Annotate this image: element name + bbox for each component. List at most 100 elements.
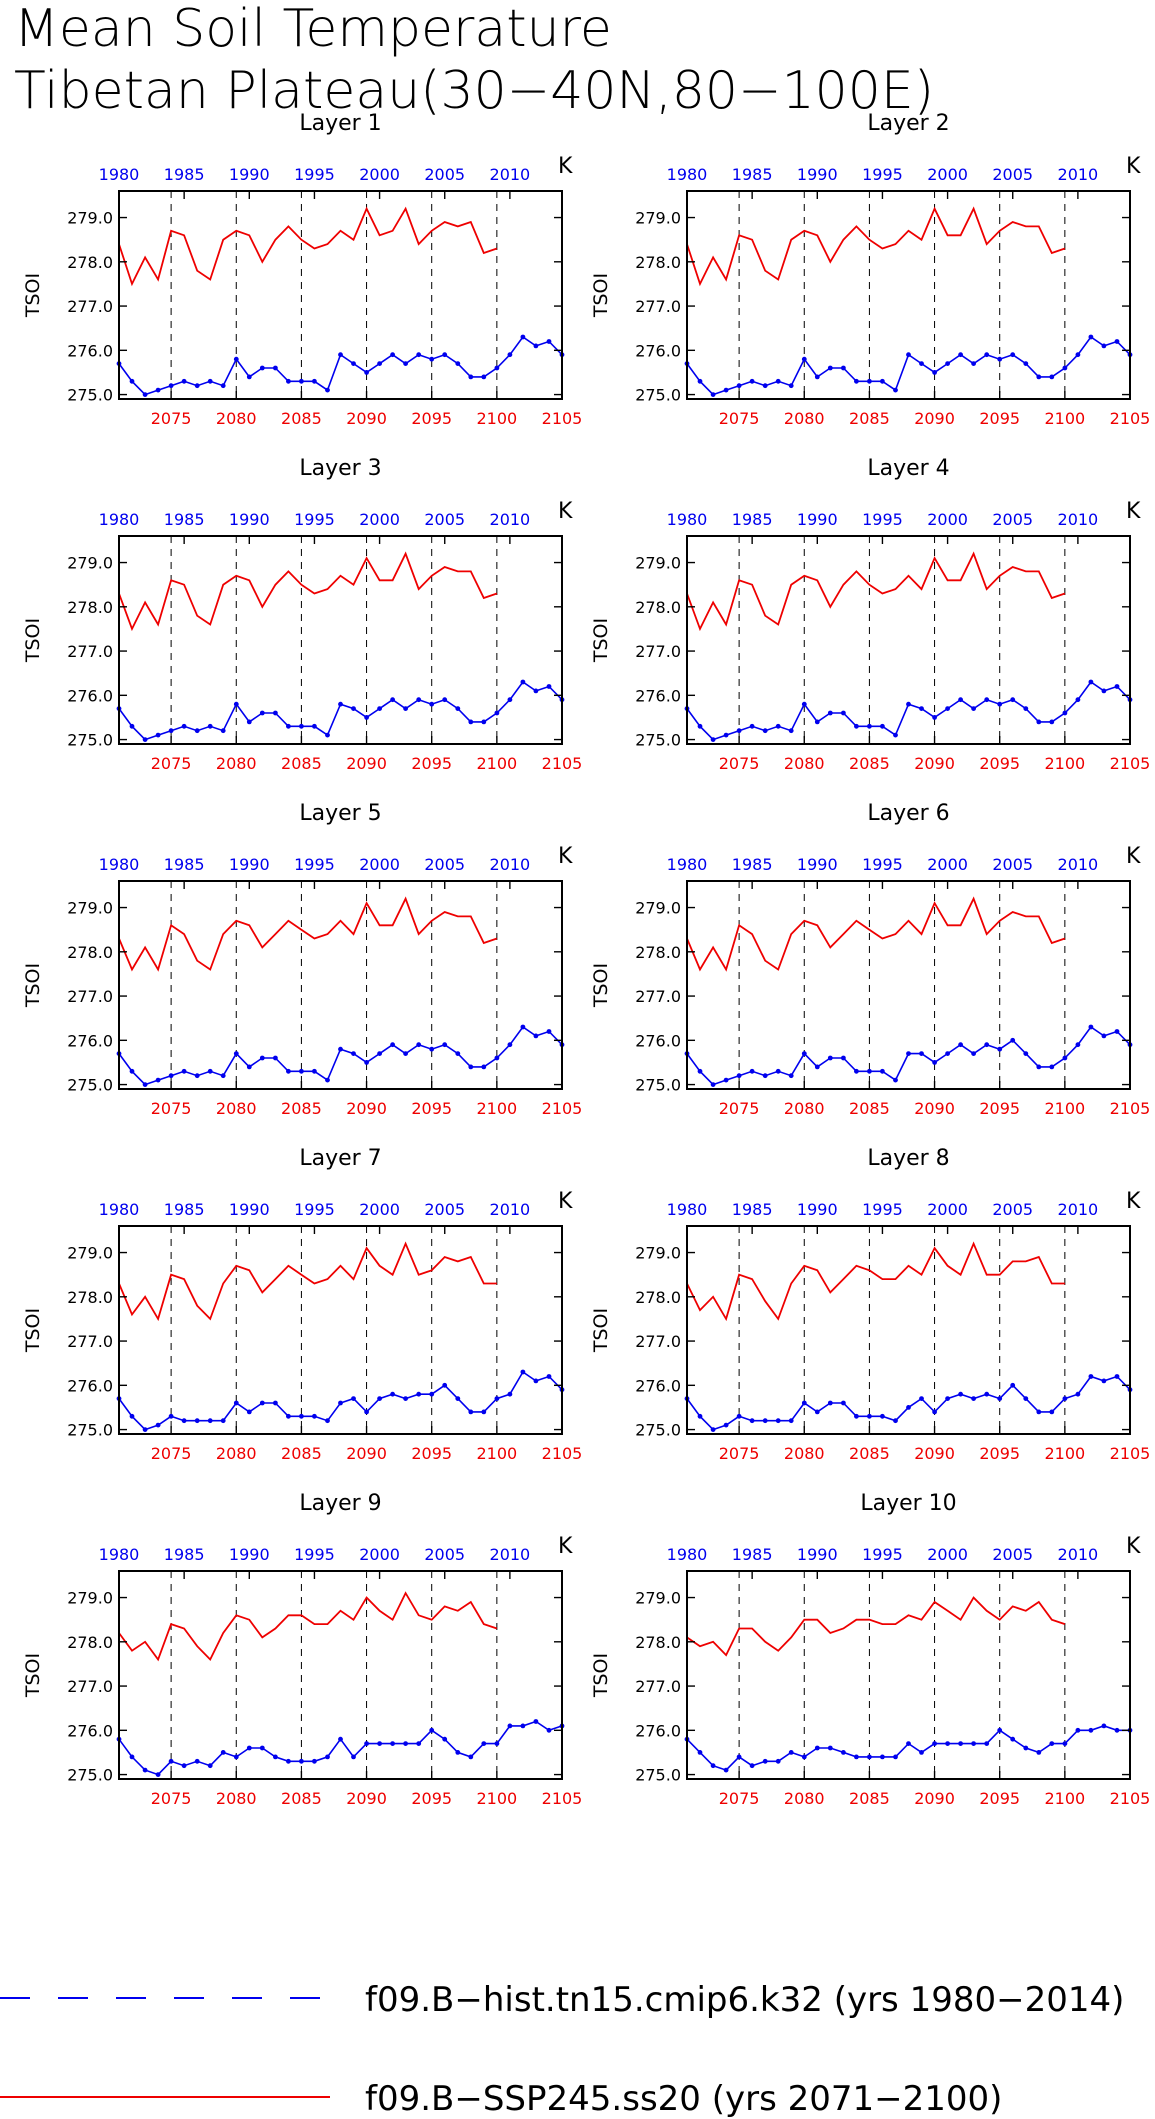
panel-3: Layer 3 K TSOI 275.0 276.0 277.0 278.0 279.0 207… <box>22 456 582 773</box>
hist-point <box>736 383 742 389</box>
hist-point <box>775 1758 781 1764</box>
hist-point <box>377 361 382 366</box>
series-hist-line <box>686 335 1131 396</box>
y-axis-label: TSOI <box>22 618 44 663</box>
panel-title: Layer 7 <box>299 1146 381 1171</box>
x-tick-label-bottom: 2085 <box>281 1099 322 1118</box>
hist-point <box>723 387 729 393</box>
panel-7: Layer 7 K TSOI 275.0 276.0 277.0 278.0 279.0 207… <box>22 1146 582 1463</box>
x-tick-label-top: 2010 <box>490 165 531 184</box>
x-tick-label-bottom: 2085 <box>281 1444 322 1463</box>
units-label: K <box>1126 154 1141 179</box>
hist-point <box>997 1396 1003 1401</box>
y-tick-label: 278.0 <box>67 1288 113 1307</box>
hist-point <box>814 374 820 380</box>
hist-point <box>364 1409 369 1415</box>
hist-point <box>155 1422 161 1428</box>
hist-point <box>442 352 448 358</box>
y-tick-label: 278.0 <box>67 598 113 617</box>
y-axis-label: TSOI <box>590 618 612 663</box>
x-tick-label-top: 2010 <box>490 1200 531 1219</box>
panel-title: Layer 3 <box>299 456 381 481</box>
hist-point <box>181 1763 187 1769</box>
y-tick-label: 275.0 <box>635 1421 681 1440</box>
hist-point <box>971 1051 976 1056</box>
panel-5: Layer 5 K TSOI 275.0 276.0 277.0 278.0 279.0 207… <box>22 801 582 1118</box>
hist-point <box>155 1772 161 1777</box>
x-tick-label-bottom: 2080 <box>216 1789 257 1808</box>
x-tick-label-bottom: 2100 <box>1044 754 1085 773</box>
y-tick-label: 277.0 <box>67 987 113 1006</box>
hist-point <box>455 1750 461 1755</box>
x-tick-label-top: 1985 <box>732 165 773 184</box>
panel-title: Layer 10 <box>860 1491 956 1516</box>
hist-point <box>971 1396 976 1401</box>
hist-point <box>762 1418 768 1424</box>
x-tick-label-top: 2010 <box>1058 855 1099 874</box>
hist-point <box>801 1400 807 1406</box>
x-tick-label-bottom: 2095 <box>411 1444 452 1463</box>
hist-point <box>429 701 435 707</box>
y-tick-label: 276.0 <box>635 1721 681 1740</box>
hist-point <box>273 1754 278 1760</box>
y-tick-label: 279.0 <box>635 899 681 918</box>
hist-point <box>442 1736 448 1742</box>
hist-point <box>841 365 846 371</box>
x-tick-label-bottom: 2090 <box>914 1099 955 1118</box>
hist-point <box>1114 1727 1120 1733</box>
y-tick-label: 275.0 <box>635 731 681 750</box>
hist-point <box>533 1378 539 1384</box>
y-tick-label: 275.0 <box>67 1766 113 1785</box>
hist-point <box>455 1396 461 1401</box>
y-tick-label: 277.0 <box>635 642 681 661</box>
hist-point <box>520 334 526 340</box>
hist-point <box>932 370 937 375</box>
hist-point <box>984 1741 990 1746</box>
hist-point <box>481 1741 487 1746</box>
hist-point <box>351 706 356 711</box>
hist-point <box>299 723 304 729</box>
hist-point <box>958 1391 963 1397</box>
hist-point <box>338 1400 343 1406</box>
hist-point <box>351 1396 356 1401</box>
hist-point <box>1101 1033 1107 1039</box>
hist-point <box>416 1391 422 1397</box>
hist-point <box>507 697 513 703</box>
hist-point <box>494 1396 500 1401</box>
hist-point <box>697 723 703 729</box>
hist-point <box>168 1073 174 1079</box>
y-tick-label: 278.0 <box>67 943 113 962</box>
hist-point <box>207 1763 213 1769</box>
x-tick-label-top: 2000 <box>359 165 400 184</box>
hist-point <box>1062 710 1068 716</box>
hist-point <box>893 387 898 393</box>
y-tick-label: 277.0 <box>635 1332 681 1351</box>
hist-point <box>997 1046 1003 1052</box>
hist-point <box>220 1750 226 1755</box>
y-tick-label: 275.0 <box>67 1076 113 1095</box>
panel-title: Layer 2 <box>867 111 949 136</box>
hist-point <box>854 1754 859 1760</box>
x-tick-label-bottom: 2100 <box>476 1444 517 1463</box>
plot-frame <box>686 1225 1131 1435</box>
hist-point <box>958 1741 963 1746</box>
x-tick-label-top: 1985 <box>732 510 773 529</box>
hist-point <box>697 1413 703 1419</box>
units-label: K <box>558 1189 573 1214</box>
units-label: K <box>558 499 573 524</box>
x-tick-label-bottom: 2075 <box>719 754 760 773</box>
hist-point <box>403 361 408 366</box>
hist-point <box>246 374 252 380</box>
series-ssp-line <box>686 1596 1066 1657</box>
hist-point <box>142 1767 148 1773</box>
hist-point <box>442 697 448 703</box>
x-tick-label-top: 1980 <box>99 165 140 184</box>
hist-point <box>1010 1037 1016 1043</box>
x-tick-label-top: 1980 <box>667 165 708 184</box>
legend: f09.B−hist.tn15.cmip6.k32 (yrs 1980−2014… <box>0 1980 1124 2119</box>
hist-point <box>364 1060 369 1065</box>
plot-frame <box>118 535 563 745</box>
x-tick-label-bottom: 2100 <box>476 1099 517 1118</box>
hist-point <box>181 723 187 729</box>
hist-point <box>984 1391 990 1397</box>
